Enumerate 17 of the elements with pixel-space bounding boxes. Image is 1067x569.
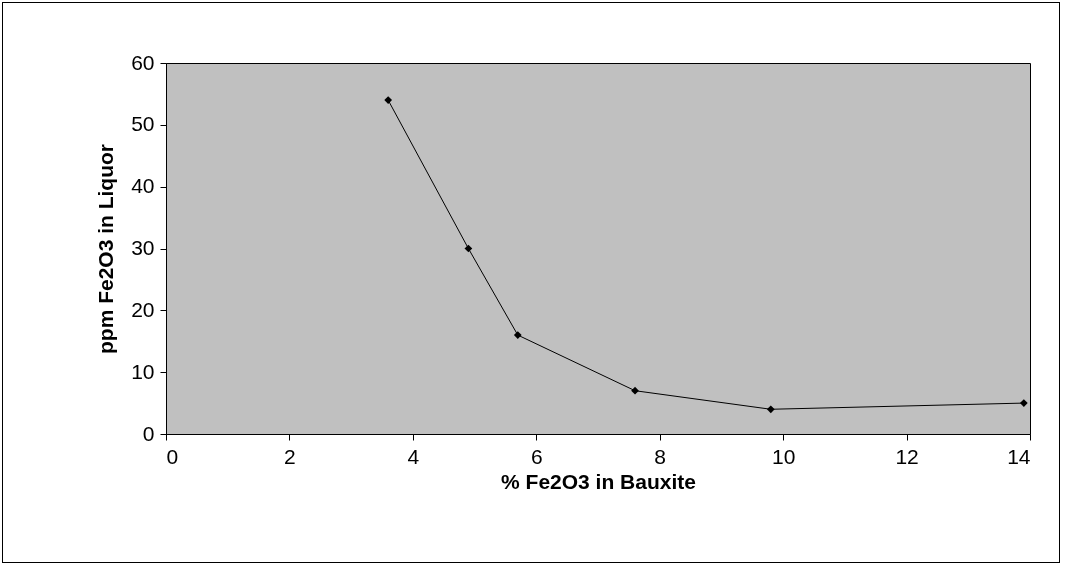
x-tick-label: 10 [771,444,796,468]
x-tick-label: 2 [284,444,296,468]
x-tick-label: 14 [1007,444,1031,468]
y-tick-label: 50 [131,112,155,136]
x-tick-label: 4 [407,444,420,468]
y-tick-label: 40 [131,174,155,198]
y-tick-label: 30 [131,236,155,259]
y-tick-label: 10 [131,359,155,383]
x-axis-title: % Fe2O3 in Bauxite [501,469,696,493]
y-tick-label: 60 [131,50,155,74]
x-tick-label: 12 [895,444,919,468]
x-tick-label: 0 [166,444,179,468]
y-axis-title: ppm Fe2O3 in Liquor [94,143,118,355]
y-tick-label: 0 [142,421,155,445]
y-tick-label: 20 [131,297,155,321]
x-tick-label: 8 [654,444,667,468]
x-tick-label: 6 [530,444,543,468]
